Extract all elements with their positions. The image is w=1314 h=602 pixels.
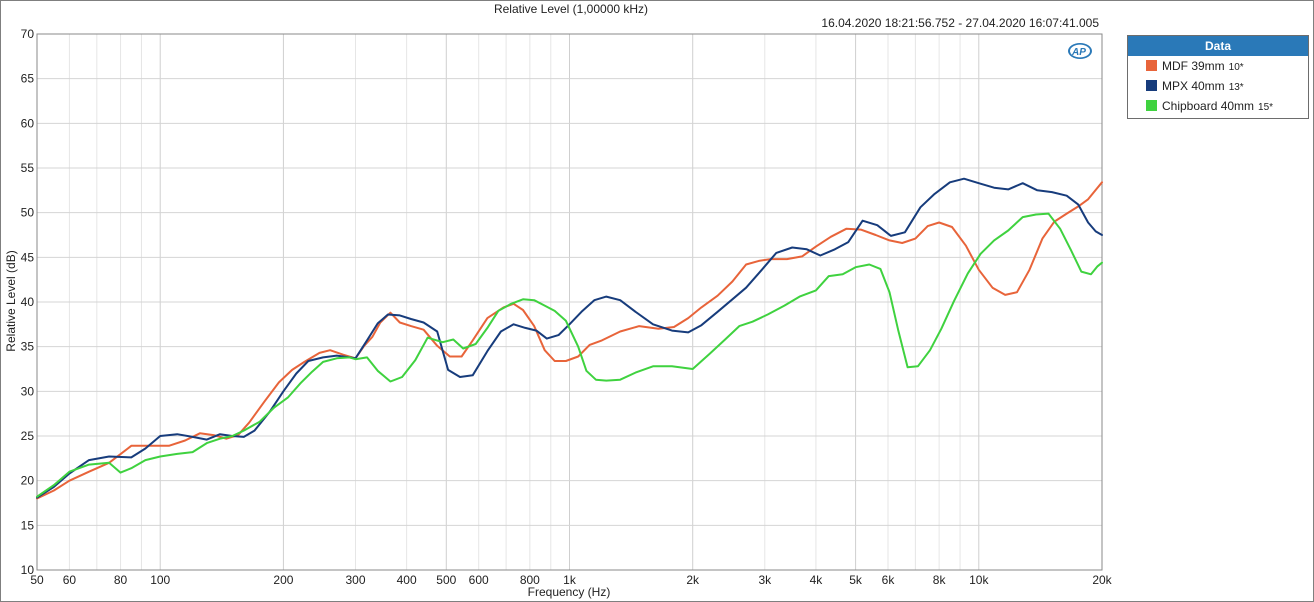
x-tick-label: 6k: [882, 573, 896, 587]
x-tick-label: 400: [397, 573, 417, 587]
chart-title: Relative Level (1,00000 kHz): [494, 2, 648, 16]
y-tick-label: 50: [21, 206, 35, 220]
y-tick-label: 25: [21, 429, 35, 443]
y-tick-label: 55: [21, 161, 35, 175]
series-line-1: [36, 177, 1103, 499]
legend-item-mpx[interactable]: MPX 40mm 13*: [1128, 76, 1308, 96]
x-tick-label: 5k: [849, 573, 863, 587]
y-tick-label: 10: [21, 563, 35, 577]
legend-swatch-chipboard: [1146, 100, 1157, 111]
series-layer: [36, 177, 1103, 500]
y-axis-label: Relative Level (dB): [4, 250, 18, 351]
legend-label-mpx: MPX 40mm: [1162, 79, 1225, 93]
y-tick-label: 65: [21, 72, 35, 86]
legend-swatch-mpx: [1146, 80, 1157, 91]
legend-title: Data: [1128, 36, 1308, 56]
ap-logo-icon: AP: [1068, 43, 1092, 59]
svg-text:AP: AP: [1071, 47, 1086, 58]
x-tick-label: 8k: [933, 573, 947, 587]
y-tick-label: 35: [21, 340, 35, 354]
date-range-label: 16.04.2020 18:21:56.752 - 27.04.2020 16:…: [821, 16, 1099, 30]
plot-area-border: [36, 33, 1103, 571]
x-tick-label: 2k: [686, 573, 700, 587]
x-tick-label: 300: [345, 573, 365, 587]
tick-label-layer: 10 15 20 25 30 35 40 45 50 55 60 65 70 50 60 80 100 200 30…: [21, 27, 1113, 587]
legend-suffix-mpx: 13*: [1228, 82, 1244, 93]
x-tick-label: 4k: [810, 573, 824, 587]
y-tick-label: 70: [21, 27, 35, 41]
legend-label-chipboard: Chipboard 40mm: [1162, 99, 1255, 113]
legend-item-chipboard[interactable]: Chipboard 40mm 15*: [1128, 96, 1308, 116]
series-line-0: [36, 181, 1103, 500]
y-tick-label: 60: [21, 116, 35, 130]
x-tick-label: 500: [436, 573, 456, 587]
legend-label-mdf: MDF 39mm: [1162, 59, 1225, 73]
x-tick-label: 20k: [1092, 573, 1112, 587]
x-tick-label: 800: [520, 573, 540, 587]
x-tick-label: 50: [30, 573, 44, 587]
x-tick-label: 200: [273, 573, 293, 587]
y-tick-label: 45: [21, 250, 35, 264]
x-tick-label: 600: [469, 573, 489, 587]
y-tick-label: 40: [21, 295, 35, 309]
legend-swatch-mdf: [1146, 60, 1157, 71]
y-tick-label: 30: [21, 384, 35, 398]
x-tick-label: 3k: [758, 573, 772, 587]
legend: Data MDF 39mm 10* MPX 40mm 13* Chipboard 4…: [1127, 35, 1309, 119]
y-tick-label: 20: [21, 474, 35, 488]
legend-suffix-chipboard: 15*: [1258, 102, 1274, 113]
series-line-2: [36, 212, 1103, 498]
x-tick-label: 10k: [969, 573, 989, 587]
x-tick-label: 80: [114, 573, 128, 587]
legend-item-mdf[interactable]: MDF 39mm 10*: [1128, 56, 1308, 76]
x-axis-label: Frequency (Hz): [528, 585, 611, 599]
legend-suffix-mdf: 10*: [1228, 62, 1244, 73]
y-tick-label: 15: [21, 518, 35, 532]
x-tick-label: 1k: [563, 573, 577, 587]
x-tick-label: 60: [63, 573, 77, 587]
x-tick-label: 100: [150, 573, 170, 587]
